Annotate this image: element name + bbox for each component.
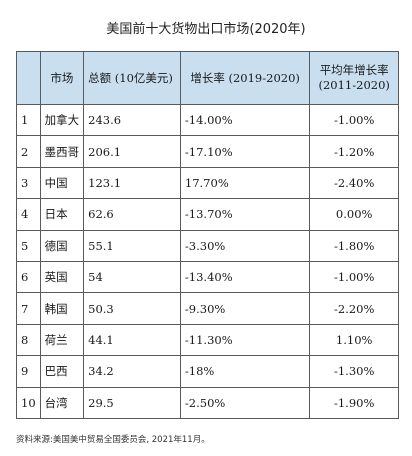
row-index-cell: 2 xyxy=(16,135,41,168)
market-cell: 墨西哥 xyxy=(39,135,85,168)
market-cell: 德国 xyxy=(39,229,85,262)
table-row: 1 加拿大 243.6 -14.00% -1.00% xyxy=(16,103,399,137)
total-cell: 29.5 xyxy=(83,386,181,419)
total-cell: 206.1 xyxy=(83,135,181,168)
avg-growth-cell: 0.00% xyxy=(309,198,399,231)
avg-growth-cell: 1.10% xyxy=(309,323,399,357)
avg-growth-cell: -1.80% xyxy=(309,229,399,262)
avg-growth-cell: -1.90% xyxy=(309,386,399,419)
growth-cell: -17.10% xyxy=(179,135,311,168)
growth-cell: -3.30% xyxy=(179,229,311,262)
row-index-cell: 5 xyxy=(16,229,41,262)
table-body: 1 加拿大 243.6 -14.00% -1.00% 2 墨西哥 206.1 -17.10% -1… xyxy=(16,103,399,419)
table-row: 8 荷兰 44.1 -11.30% 1.10% xyxy=(16,323,399,357)
table-header-row: 市场 总额 (10亿美元) 增长率 (2019-2020) 平均年增长率 (20… xyxy=(16,51,399,105)
row-index-cell: 7 xyxy=(16,292,41,325)
market-cell: 中国 xyxy=(39,166,85,200)
market-cell: 加拿大 xyxy=(39,103,85,137)
growth-cell: -13.70% xyxy=(179,198,311,231)
avg-growth-cell: -2.20% xyxy=(309,292,399,325)
table-row: 10 台湾 29.5 -2.50% -1.90% xyxy=(16,386,399,419)
avg-growth-cell: -1.00% xyxy=(309,103,399,137)
table-title: 美国前十大货物出口市场(2020年) xyxy=(106,22,306,37)
growth-cell: 17.70% xyxy=(179,166,311,200)
total-cell: 54 xyxy=(83,260,181,294)
market-cell: 英国 xyxy=(39,260,85,294)
row-index-cell: 4 xyxy=(16,198,41,231)
total-cell: 50.3 xyxy=(83,292,181,325)
table-row: 4 日本 62.6 -13.70% 0.00% xyxy=(16,198,399,231)
growth-cell: -14.00% xyxy=(179,103,311,137)
market-cell: 台湾 xyxy=(39,386,85,419)
market-cell: 韩国 xyxy=(39,292,85,325)
total-cell: 123.1 xyxy=(83,166,181,200)
growth-cell: -9.30% xyxy=(179,292,311,325)
row-index-cell: 10 xyxy=(16,386,41,419)
growth-cell: -13.40% xyxy=(179,260,311,294)
header-growth: 增长率 (2019-2020) xyxy=(179,51,311,105)
table-row: 2 墨西哥 206.1 -17.10% -1.20% xyxy=(16,135,399,168)
avg-growth-cell: -1.20% xyxy=(309,135,399,168)
total-cell: 243.6 xyxy=(83,103,181,137)
header-avg-growth: 平均年增长率 (2011-2020) xyxy=(309,51,399,105)
row-index-cell: 9 xyxy=(16,355,41,388)
header-index xyxy=(16,51,41,105)
row-index-cell: 3 xyxy=(16,166,41,200)
market-cell: 荷兰 xyxy=(39,323,85,357)
table-row: 6 英国 54 -13.40% -1.00% xyxy=(16,260,399,294)
growth-cell: -2.50% xyxy=(179,386,311,419)
table-row: 9 巴西 34.2 -18% -1.30% xyxy=(16,355,399,388)
total-cell: 34.2 xyxy=(83,355,181,388)
row-index-cell: 8 xyxy=(16,323,41,357)
table-row: 3 中国 123.1 17.70% -2.40% xyxy=(16,166,399,200)
table-row: 7 韩国 50.3 -9.30% -2.20% xyxy=(16,292,399,325)
total-cell: 44.1 xyxy=(83,323,181,357)
market-cell: 巴西 xyxy=(39,355,85,388)
total-cell: 55.1 xyxy=(83,229,181,262)
avg-growth-cell: -2.40% xyxy=(309,166,399,200)
total-cell: 62.6 xyxy=(83,198,181,231)
header-avg-growth-line1: 平均年增长率 xyxy=(319,63,389,77)
header-avg-growth-line2: (2011-2020) xyxy=(318,78,390,92)
growth-cell: -11.30% xyxy=(179,323,311,357)
avg-growth-cell: -1.00% xyxy=(309,260,399,294)
source-note: 资料来源:美国美中贸易全国委员会, 2021年11月。 xyxy=(16,435,210,445)
growth-cell: -18% xyxy=(179,355,311,388)
table-row: 5 德国 55.1 -3.30% -1.80% xyxy=(16,229,399,262)
row-index-cell: 1 xyxy=(16,103,41,137)
header-market: 市场 xyxy=(39,51,85,105)
avg-growth-cell: -1.30% xyxy=(309,355,399,388)
export-markets-table: 市场 总额 (10亿美元) 增长率 (2019-2020) 平均年增长率 (20… xyxy=(16,51,399,419)
market-cell: 日本 xyxy=(39,198,85,231)
header-total: 总额 (10亿美元) xyxy=(83,51,181,105)
row-index-cell: 6 xyxy=(16,260,41,294)
